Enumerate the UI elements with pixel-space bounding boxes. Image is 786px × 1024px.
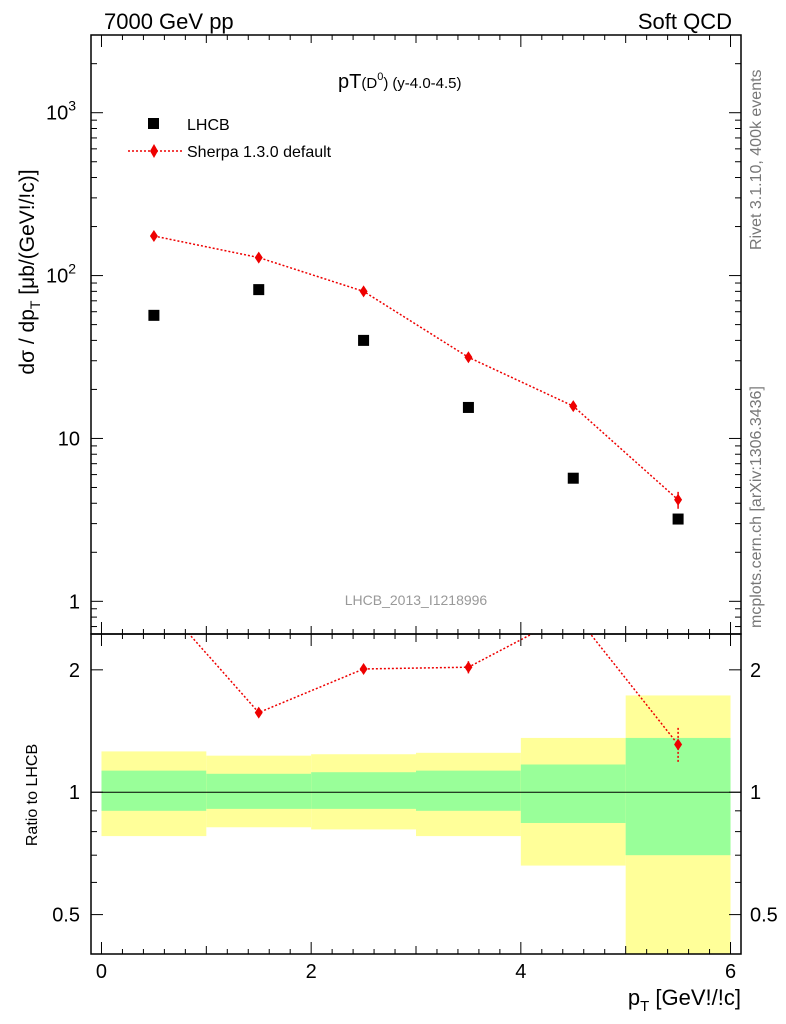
plot-title-main: pT (338, 71, 361, 93)
ratio-axis-label: Ratio to LHCB (24, 744, 41, 846)
x-axis-label-main: p (628, 985, 640, 1010)
sherpa-point (569, 400, 578, 413)
plot-title-paren-open: ( (361, 75, 366, 92)
sherpa-point (254, 251, 263, 264)
uncertainty-band-green (311, 772, 416, 809)
sherpa-point (359, 285, 368, 298)
y-tick-label: 102 (46, 261, 76, 288)
ratio-y-tick-label-left: 2 (69, 660, 80, 682)
plot-title-particle: D (366, 75, 377, 92)
y-axis-label-sub: T (27, 300, 43, 309)
legend: LHCB Sherpa 1.3.0 default (128, 117, 332, 161)
legend-marker-lhcb (148, 118, 159, 129)
lhcb-point (358, 334, 370, 346)
ratio-point (150, 588, 158, 600)
lhcb-point (462, 401, 474, 413)
sherpa-point (464, 351, 473, 364)
y-axis-label-main: dσ / dp (16, 309, 39, 375)
uncertainty-band-green (416, 770, 521, 811)
uncertainty-band-green (206, 773, 312, 809)
y-tick-label: 10 (58, 428, 80, 450)
x-tick-label: 6 (725, 961, 736, 983)
ratio-y-tick-label-left: 0.5 (52, 905, 80, 927)
plot-title-paren-close: ) (383, 75, 388, 92)
x-axis-label-units: [GeV!/!c] (649, 985, 741, 1010)
legend-label-lhcb: LHCB (187, 117, 230, 134)
ratio-point (569, 606, 577, 618)
uncertainty-band-green (520, 764, 626, 824)
x-tick-label: 4 (515, 961, 526, 983)
ratio-line (188, 634, 679, 746)
x-tick-label: 2 (306, 961, 317, 983)
x-axis-label-sub: T (640, 998, 649, 1015)
lhcb-point (148, 309, 160, 321)
x-axis-label: pT [GeV!/!c] (628, 985, 741, 1015)
top-panel: 1 10 102 103 pT(D0) (y-4.0-4.5) LHCB Sherpa … (16, 34, 742, 635)
sherpa-point (674, 493, 683, 506)
ratio-point (464, 661, 473, 674)
ratio-point (359, 662, 368, 675)
plot-title: pT(D0) (y-4.0-4.5) (338, 71, 462, 93)
uncertainty-band-green (101, 770, 207, 811)
ratio-y-tick-label-right: 1 (750, 782, 761, 804)
ratio-y-tick-label-left: 1 (69, 782, 80, 804)
sherpa-line (153, 235, 679, 501)
ratio-y-tick-label-right: 2 (750, 660, 761, 682)
y-tick-label: 1 (69, 591, 80, 613)
ratio-point (254, 706, 263, 719)
header-energy-label: 7000 GeV pp (104, 9, 234, 34)
analysis-watermark: LHCB_2013_I1218996 (345, 592, 488, 608)
ratio-panel: 0.5 0.5 1 1 2 2 0 2 4 6 Ratio to LHCB pT [GeV!/!c… (24, 588, 778, 1015)
lhcb-point (253, 284, 265, 296)
mcplots-source-label: mcplots.cern.ch [arXiv:1306.3436] (748, 386, 765, 628)
ratio-y-tick-label-right: 0.5 (750, 905, 778, 927)
x-tick-label: 0 (96, 961, 107, 983)
sherpa-point (149, 229, 158, 242)
rivet-version-label: Rivet 3.1.10, 400k events (748, 69, 765, 250)
lhcb-point (672, 513, 684, 525)
ratio-point (674, 738, 683, 751)
y-axis-label: dσ / dpT [μb/(GeV!/!c)] (16, 169, 43, 374)
plot-title-particle-sup: 0 (377, 71, 383, 83)
plot-title-rapidity: (y-4.0-4.5) (392, 75, 461, 92)
legend-label-sherpa: Sherpa 1.3.0 default (187, 144, 332, 161)
y-axis-label-units: [μb/(GeV!/!c)] (16, 169, 39, 300)
header-category-label: Soft QCD (638, 9, 732, 34)
y-tick-label: 103 (46, 98, 76, 125)
lhcb-point (567, 472, 579, 484)
legend-marker-sherpa (150, 144, 158, 158)
uncertainty-band-green (625, 737, 731, 856)
